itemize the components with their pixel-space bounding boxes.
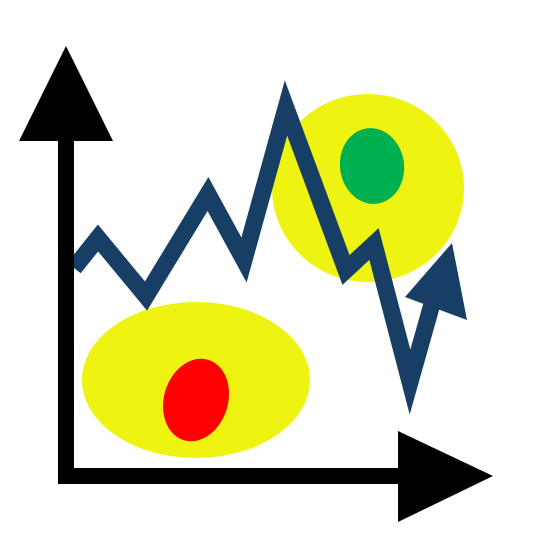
green-marker-icon [339, 128, 405, 204]
trend-line [67, 80, 441, 415]
red-marker-icon [163, 358, 229, 442]
trend-arrowhead-icon [405, 243, 467, 320]
y-axis-arrowhead-icon [19, 46, 113, 141]
y-axis-line [58, 110, 74, 484]
x-axis-arrowhead-icon [398, 431, 493, 522]
x-axis-line [58, 468, 428, 484]
